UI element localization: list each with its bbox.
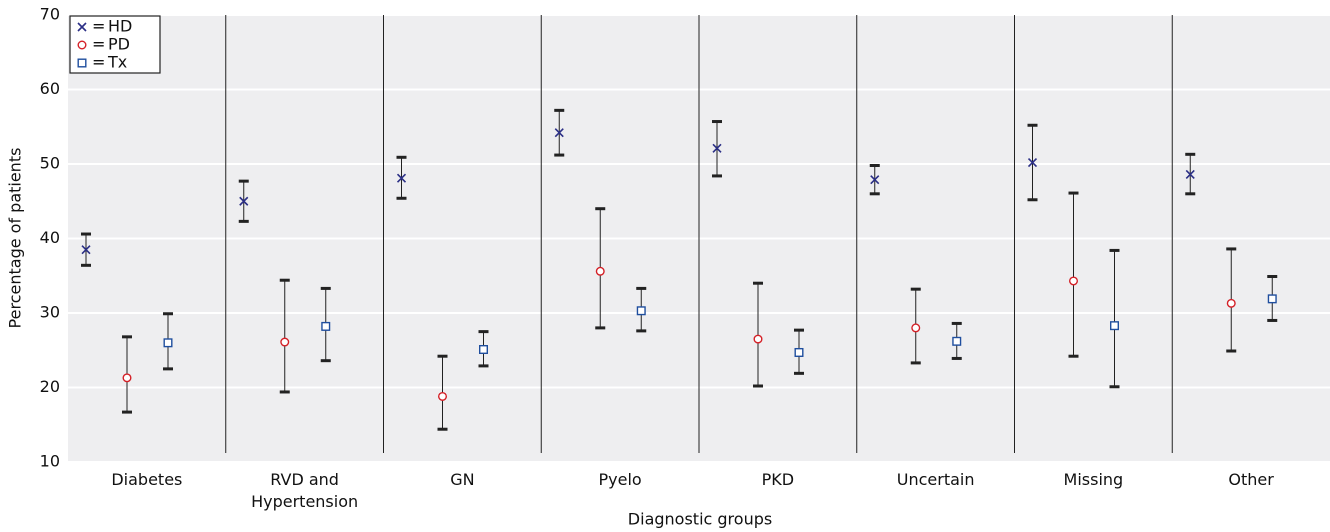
marker-hd [712,143,722,153]
marker-tx [163,338,173,348]
marker-pd [1226,298,1236,308]
marker-tx [1109,321,1119,331]
x-tick-label: Other [1228,470,1274,489]
y-tick-label: 50 [40,154,60,173]
marker-tx [952,336,962,346]
legend-sign: = [92,35,105,54]
marker-pd [753,334,763,344]
marker-pd [1068,276,1078,286]
y-axis-title: Percentage of patients [6,148,25,329]
marker-tx [321,321,331,331]
x-axis-title: Diagnostic groups [628,510,772,529]
marker-hd [239,196,249,206]
marker-hd [81,245,91,255]
legend-label: PD [108,35,130,54]
marker-hd [1027,157,1038,168]
marker-pd [122,373,132,383]
legend-marker [77,40,87,50]
legend-label: HD [108,17,132,36]
x-tick-label: Uncertain [896,470,975,489]
y-tick-label: 30 [40,303,60,322]
marker-tx [636,306,646,316]
legend-label: Tx [107,53,127,72]
legend-marker [77,22,87,32]
marker-hd [1185,169,1195,179]
marker-tx [794,347,804,357]
legend-marker [77,58,87,68]
legend-sign: = [92,17,105,36]
y-tick-label: 70 [40,5,60,24]
marker-hd [870,175,880,185]
x-tick-label: Diabetes [111,470,183,489]
marker-pd [595,266,605,276]
x-tick-label: RVD and Hypertension [251,470,359,511]
legend-sign: = [92,53,105,72]
marker-hd [554,128,564,138]
y-tick-label: 60 [40,79,60,98]
x-tick-label: Missing [1063,470,1124,489]
x-tick-label: Pyelo [598,470,642,489]
x-tick-label: PKD [761,470,795,489]
marker-tx [1267,294,1277,304]
marker-pd [438,391,448,401]
marker-pd [280,337,290,347]
y-tick-label: 10 [40,452,60,471]
y-tick-label: 20 [40,377,60,396]
marker-hd [396,173,407,183]
marker-tx [479,345,489,355]
y-tick-label: 40 [40,228,60,247]
x-tick-label: GN [450,470,475,489]
marker-pd [911,323,921,333]
